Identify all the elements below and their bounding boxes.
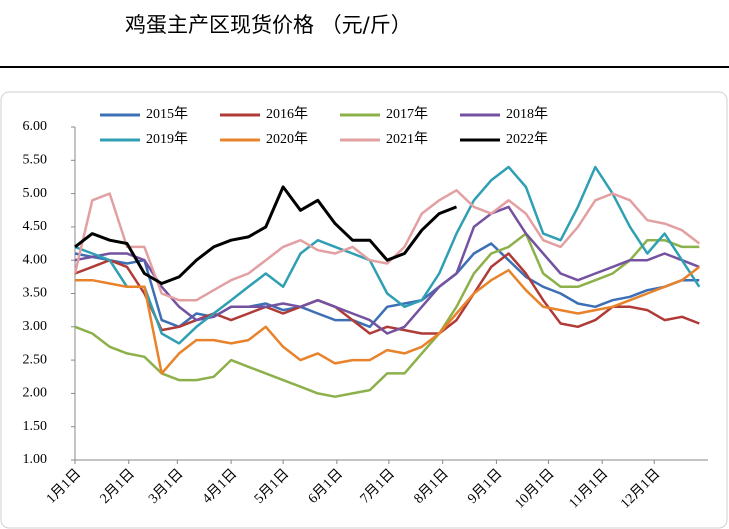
- series-line: [73, 189, 701, 302]
- series-line: [74, 242, 700, 329]
- series-line: [74, 232, 700, 398]
- y-tick-label: 3.50: [23, 286, 48, 301]
- legend-label: 2021年: [386, 131, 428, 147]
- y-tick-label: 1.50: [23, 419, 48, 434]
- frame: [0, 91, 728, 529]
- legend-label: 2022年: [506, 131, 548, 147]
- y-tick-label: 4.00: [23, 252, 48, 267]
- y-tick-label: 4.50: [23, 219, 48, 234]
- legend-label: 2018年: [506, 106, 548, 122]
- y-tick-label: 6.00: [23, 119, 48, 134]
- legend-label: 2016年: [266, 106, 308, 122]
- legend-label: 2019年: [146, 131, 188, 147]
- legend-label: 2017年: [386, 106, 428, 122]
- y-tick-label: 3.00: [23, 319, 48, 334]
- x-tick-label: 9月1日: [465, 466, 506, 507]
- series-line: [75, 265, 701, 375]
- legend-label: 2020年: [266, 131, 308, 147]
- chart-title: 鸡蛋主产区现货价格 （元/斤）: [125, 13, 412, 37]
- x-tick-label: 7月1日: [357, 466, 398, 507]
- x-tick-label: 8月1日: [411, 466, 452, 507]
- series-line: [74, 165, 701, 345]
- series-line: [74, 252, 700, 335]
- x-tick-label: 2月1日: [97, 466, 138, 507]
- y-tick-label: 2.00: [23, 386, 48, 401]
- x-tick-label: 10月1日: [512, 466, 558, 512]
- series-line: [74, 205, 700, 335]
- x-tick-label: 5月1日: [251, 466, 292, 507]
- x-tick-label: 11月1日: [566, 466, 612, 512]
- y-tick-label: 5.50: [23, 153, 48, 168]
- x-tick-label: 4月1日: [199, 466, 240, 507]
- y-tick-label: 2.50: [23, 352, 48, 367]
- series-line: [74, 185, 458, 285]
- y-tick-label: 5.00: [23, 186, 48, 201]
- x-tick-label: 1月1日: [43, 466, 84, 507]
- x-tick-label: 3月1日: [145, 466, 186, 507]
- legend-label: 2015年: [146, 106, 188, 122]
- x-tick-label: 6月1日: [305, 466, 346, 507]
- y-tick-label: 1.00: [23, 452, 48, 467]
- x-tick-label: 12月1日: [617, 466, 663, 512]
